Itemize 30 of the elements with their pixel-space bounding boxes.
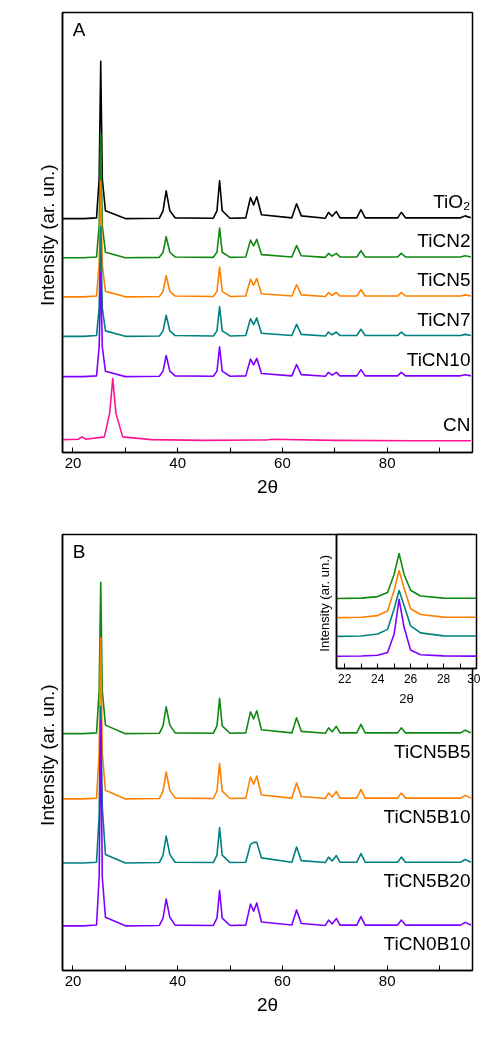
series-label: TiCN0B10 <box>383 933 471 955</box>
x-tick-label: 60 <box>274 453 291 471</box>
text: B <box>72 540 86 562</box>
x-axis-title: 2θ <box>256 993 279 1015</box>
series-label: TiCN5B10 <box>383 806 471 828</box>
x-axis-title: 2θ <box>399 690 414 706</box>
x-tick-label: 80 <box>378 453 396 471</box>
y-axis-title: Intensity (ar. un.) <box>316 554 332 652</box>
series-label: TiCN7 <box>417 308 471 330</box>
x-axis-title: 2θ <box>256 475 279 497</box>
x-tick-label: 28 <box>436 671 451 686</box>
x-tick-label: 20 <box>64 971 82 989</box>
x-tick-label: 60 <box>274 971 291 989</box>
series-label: TiCN2 <box>417 229 471 251</box>
series-label: TiCN5B20 <box>383 870 471 892</box>
series-label: TiCN5B5 <box>394 740 471 762</box>
x-tick-label: 26 <box>403 671 418 686</box>
series-label: TiCN5 <box>417 269 471 291</box>
y-axis-title: Intensity (ar. un.) <box>36 684 58 826</box>
x-tick-label: 20 <box>64 453 82 471</box>
x-tick-label: 22 <box>338 671 352 686</box>
x-tick-label: 80 <box>378 971 396 989</box>
y-axis-title: Intensity (ar. un.) <box>36 164 58 306</box>
series-label: TiO₂ <box>433 190 471 212</box>
series-label: CN <box>443 413 471 435</box>
text: A <box>72 18 86 40</box>
x-tick-label: 40 <box>169 971 187 989</box>
x-tick-label: 40 <box>169 453 187 471</box>
x-tick-label: 24 <box>371 671 385 686</box>
series-label: TiCN10 <box>406 348 471 370</box>
